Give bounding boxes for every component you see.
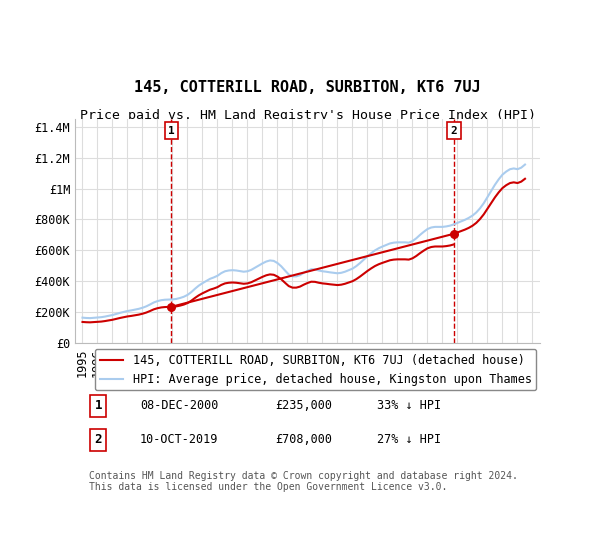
Text: £235,000: £235,000 xyxy=(275,399,332,413)
Legend: 145, COTTERILL ROAD, SURBITON, KT6 7UJ (detached house), HPI: Average price, det: 145, COTTERILL ROAD, SURBITON, KT6 7UJ (… xyxy=(95,349,536,390)
Text: 2: 2 xyxy=(95,433,102,446)
Text: 2: 2 xyxy=(451,125,458,136)
Point xyxy=(449,229,459,238)
Text: 1: 1 xyxy=(95,399,102,413)
Text: 27% ↓ HPI: 27% ↓ HPI xyxy=(377,433,442,446)
Text: 1: 1 xyxy=(168,125,175,136)
Text: Price paid vs. HM Land Registry's House Price Index (HPI): Price paid vs. HM Land Registry's House … xyxy=(79,109,536,122)
Text: 10-OCT-2019: 10-OCT-2019 xyxy=(140,433,218,446)
Text: 145, COTTERILL ROAD, SURBITON, KT6 7UJ: 145, COTTERILL ROAD, SURBITON, KT6 7UJ xyxy=(134,80,481,95)
Point xyxy=(166,302,176,311)
Text: £708,000: £708,000 xyxy=(275,433,332,446)
Text: 08-DEC-2000: 08-DEC-2000 xyxy=(140,399,218,413)
Text: 33% ↓ HPI: 33% ↓ HPI xyxy=(377,399,442,413)
Text: Contains HM Land Registry data © Crown copyright and database right 2024.
This d: Contains HM Land Registry data © Crown c… xyxy=(89,471,518,492)
